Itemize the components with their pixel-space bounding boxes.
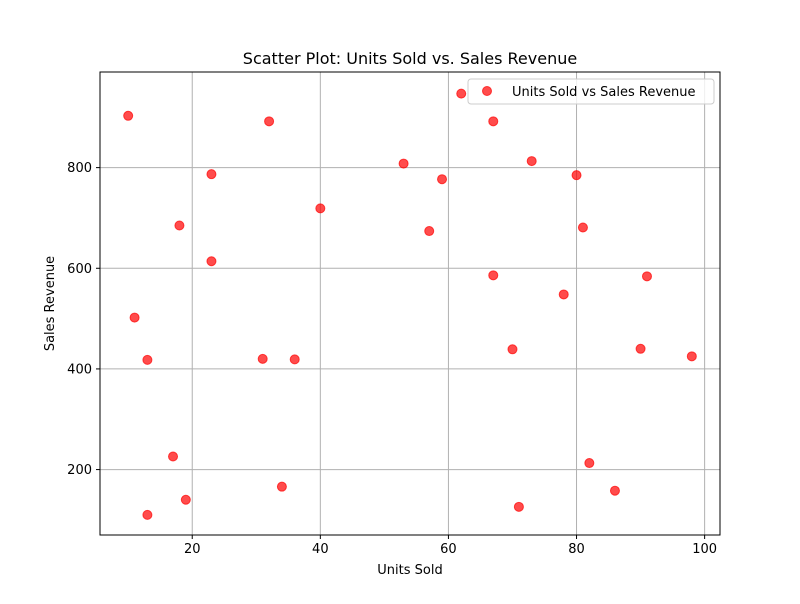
data-point xyxy=(142,354,153,365)
x-tick-label: 40 xyxy=(312,542,329,557)
data-point xyxy=(488,270,499,281)
y-tick-label: 800 xyxy=(67,161,92,176)
data-point xyxy=(206,169,217,180)
data-point xyxy=(424,226,435,237)
data-point xyxy=(635,343,646,354)
y-tick-label: 200 xyxy=(67,463,92,478)
data-point xyxy=(641,271,652,282)
data-point xyxy=(206,256,217,267)
x-tick-label: 60 xyxy=(440,542,457,557)
data-point xyxy=(276,481,287,492)
data-point xyxy=(513,501,524,512)
plot-frame xyxy=(99,71,721,536)
axis-ticks: 20 40 60 80 100 200 400 600 800 xyxy=(67,161,717,557)
grid-lines xyxy=(100,72,720,535)
y-tick-label: 600 xyxy=(67,262,92,277)
x-tick-label: 20 xyxy=(184,542,201,557)
data-point xyxy=(174,220,185,231)
y-tick-label: 400 xyxy=(67,362,92,377)
data-point xyxy=(456,88,467,99)
data-point xyxy=(289,354,300,365)
data-point xyxy=(123,110,134,121)
legend: Units Sold vs Sales Revenue xyxy=(467,78,715,105)
x-axis-label: Units Sold xyxy=(377,563,442,578)
data-point xyxy=(437,174,448,185)
data-point xyxy=(264,116,275,127)
data-point xyxy=(558,289,569,300)
data-point xyxy=(142,509,153,520)
x-tick-label: 80 xyxy=(568,542,585,557)
data-point xyxy=(577,222,588,233)
data-point xyxy=(584,458,595,469)
data-point xyxy=(507,344,518,355)
data-point xyxy=(180,494,191,505)
data-point xyxy=(526,156,537,167)
data-point xyxy=(488,116,499,127)
data-point xyxy=(398,158,409,169)
data-point xyxy=(315,203,326,214)
chart-title: Scatter Plot: Units Sold vs. Sales Reven… xyxy=(243,49,577,68)
data-point xyxy=(257,353,268,364)
legend-marker xyxy=(482,86,492,96)
legend-frame xyxy=(467,78,715,105)
data-point xyxy=(571,170,582,181)
data-point xyxy=(609,485,620,496)
x-tick-label: 100 xyxy=(692,542,717,557)
data-point xyxy=(168,451,179,462)
data-point xyxy=(129,312,140,323)
data-points xyxy=(123,88,697,520)
y-axis-label: Sales Revenue xyxy=(43,256,58,351)
data-point xyxy=(686,351,697,362)
legend-label: Units Sold vs Sales Revenue xyxy=(512,85,696,100)
